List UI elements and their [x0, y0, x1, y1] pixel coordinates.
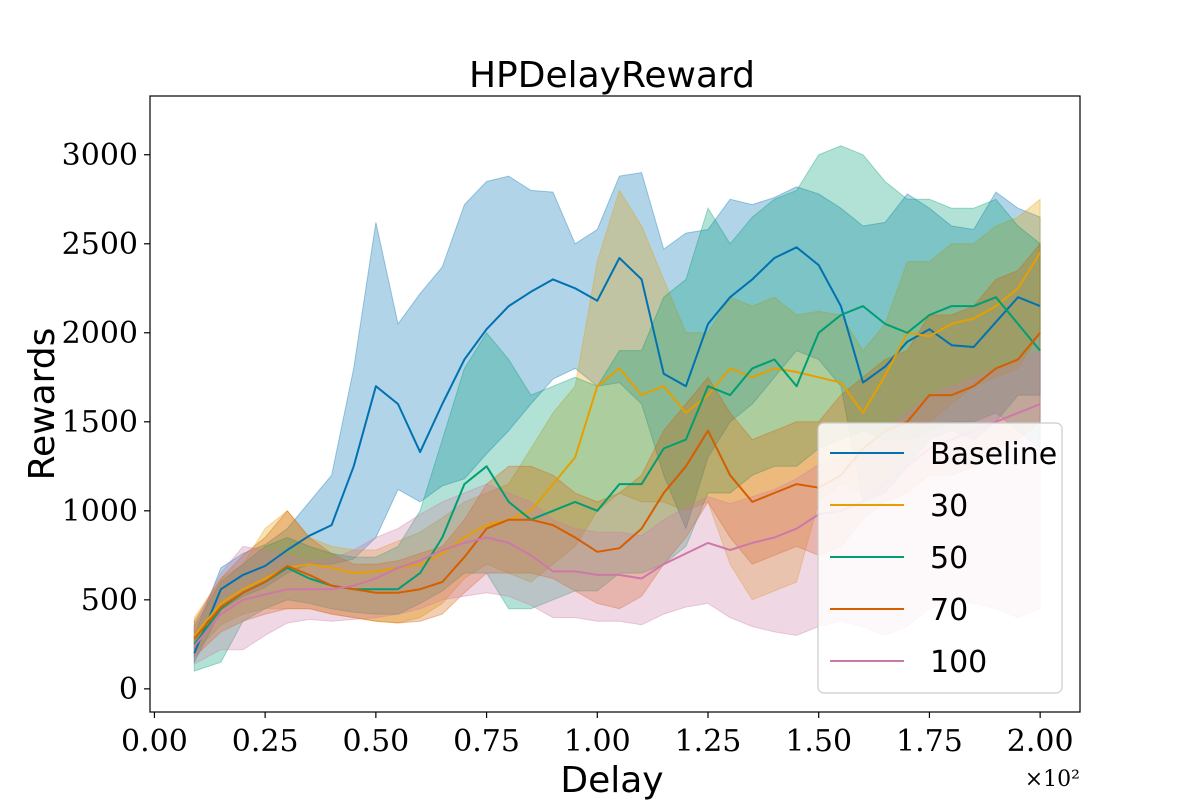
x-axis-scale-factor: ×10² — [1025, 767, 1080, 792]
x-tick-label-3: 0.75 — [453, 724, 520, 759]
x-tick-label-5: 1.25 — [675, 724, 742, 759]
y-tick-label-5: 2500 — [62, 227, 138, 262]
y-tick-label-3: 1500 — [62, 405, 138, 440]
x-tick-label-8: 2.00 — [1007, 724, 1074, 759]
legend-label-3: 70 — [930, 593, 968, 628]
x-tick-label-6: 1.50 — [785, 724, 852, 759]
line-series-1 — [193, 252, 1041, 637]
y-tick-label-6: 3000 — [62, 138, 138, 173]
legend-label-2: 50 — [930, 541, 968, 576]
legend: Baseline 30 50 70 100 — [817, 422, 1063, 694]
y-axis-label: Rewards — [22, 328, 63, 481]
y-tick-label-1: 500 — [81, 583, 138, 618]
plot-area-frame — [149, 95, 1081, 713]
y-tick-label-2: 1000 — [62, 494, 138, 529]
x-axis-label: Delay — [560, 760, 663, 800]
legend-label-4: 100 — [930, 645, 987, 680]
legend-label-0: Baseline — [930, 437, 1057, 472]
y-tick-label-0: 0 — [119, 672, 138, 707]
y-axis-ticks: 0 500 1000 1500 2000 2500 3000 — [62, 138, 150, 707]
x-tick-label-1: 0.25 — [232, 724, 299, 759]
y-tick-label-4: 2000 — [62, 316, 138, 351]
x-tick-label-0: 0.00 — [121, 724, 188, 759]
legend-frame — [817, 422, 1063, 694]
chart-title: HPDelayReward — [469, 55, 755, 96]
x-tick-label-2: 0.50 — [342, 724, 409, 759]
legend-label-1: 30 — [930, 489, 968, 524]
line-series-0 — [193, 246, 1041, 654]
x-axis-ticks: 0.00 0.25 0.50 0.75 1.00 1.25 1.50 1.75 2.00 — [121, 712, 1074, 759]
x-tick-label-4: 1.00 — [564, 724, 631, 759]
x-tick-label-7: 1.75 — [896, 724, 963, 759]
legend-items: Baseline 30 50 70 100 — [830, 437, 1057, 680]
band-series-0 — [193, 172, 1041, 663]
